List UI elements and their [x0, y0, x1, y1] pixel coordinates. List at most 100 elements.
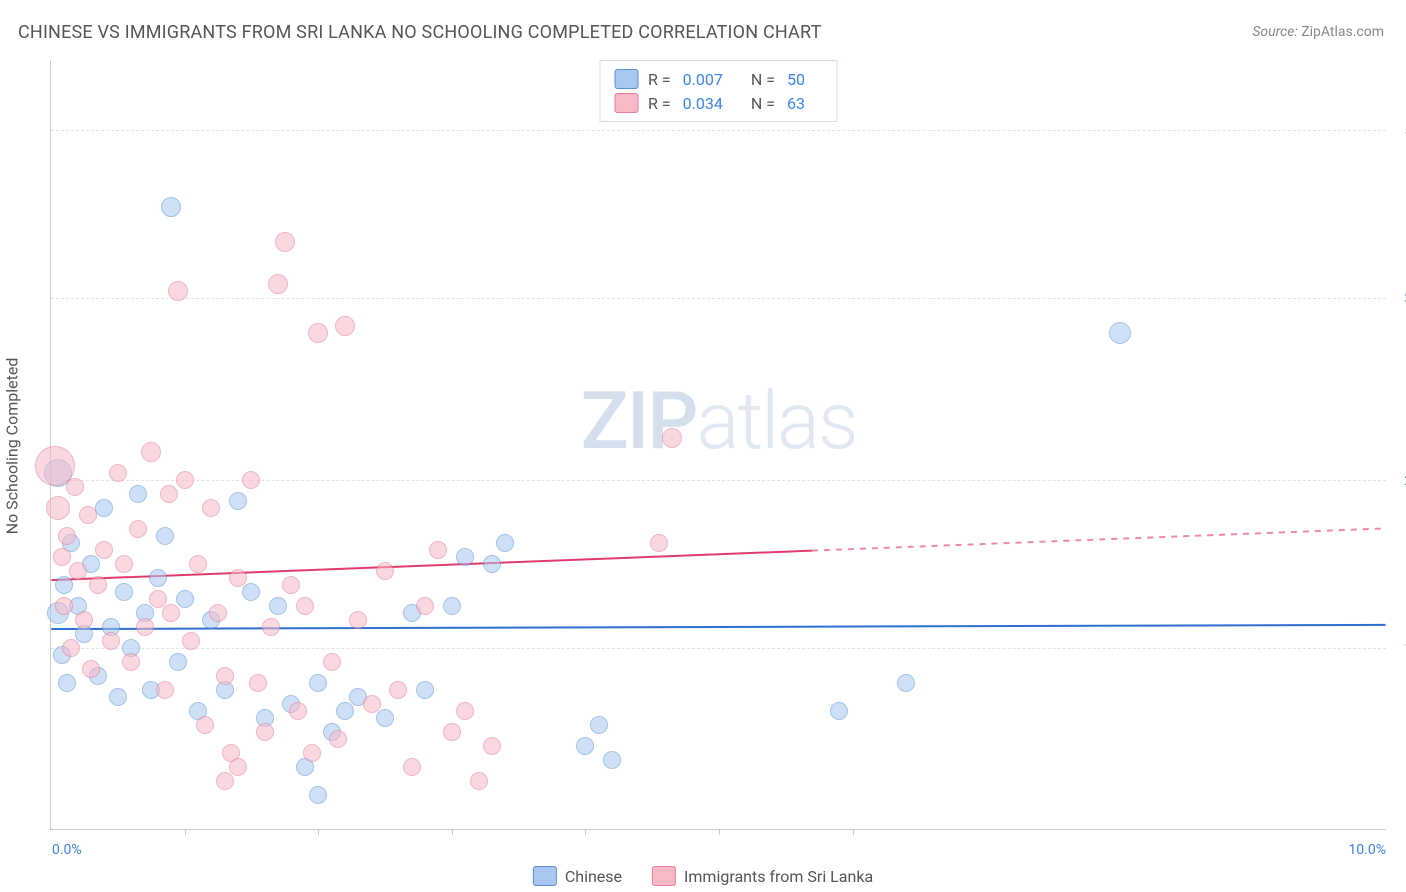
scatter-point	[149, 590, 167, 608]
scatter-point	[349, 611, 367, 629]
scatter-point	[470, 772, 488, 790]
scatter-point	[496, 534, 514, 552]
legend-label: Immigrants from Sri Lanka	[684, 867, 873, 886]
scatter-point	[309, 674, 327, 692]
scatter-point	[282, 576, 300, 594]
scatter-point	[376, 709, 394, 727]
scatter-point	[443, 597, 461, 615]
scatter-point	[309, 786, 327, 804]
scatter-point	[115, 583, 133, 601]
scatter-point	[169, 653, 187, 671]
source-prefix: Source:	[1252, 24, 1301, 40]
legend-label: Chinese	[565, 867, 622, 886]
scatter-point	[229, 492, 247, 510]
scatter-point	[416, 681, 434, 699]
stats-legend-row: R =0.034N =63	[614, 91, 823, 115]
scatter-point	[335, 316, 355, 336]
scatter-point	[162, 604, 180, 622]
scatter-point	[55, 597, 73, 615]
scatter-point	[149, 569, 167, 587]
legend-item: Immigrants from Sri Lanka	[652, 866, 873, 886]
series-legend: Chinese Immigrants from Sri Lanka	[533, 866, 873, 886]
stat-value: 0.007	[683, 70, 723, 89]
scatter-point	[603, 751, 621, 769]
y-gridline: 1.3%	[51, 648, 1386, 649]
scatter-point	[161, 197, 181, 217]
stat-label: N =	[751, 94, 775, 113]
source-attribution: Source: ZipAtlas.com	[1252, 24, 1384, 40]
scatter-point	[46, 496, 70, 520]
scatter-point	[289, 702, 307, 720]
scatter-point	[62, 639, 80, 657]
scatter-point	[156, 527, 174, 545]
scatter-point	[403, 758, 421, 776]
scatter-point	[323, 653, 341, 671]
scatter-point	[129, 485, 147, 503]
scatter-point	[82, 660, 100, 678]
scatter-point	[329, 730, 347, 748]
watermark-zip: ZIP	[581, 374, 697, 468]
scatter-point	[268, 274, 288, 294]
x-tick	[585, 829, 586, 835]
x-tick	[853, 829, 854, 835]
y-gridline: 3.8%	[51, 298, 1386, 299]
scatter-point	[590, 716, 608, 734]
stat-value: 63	[787, 94, 805, 113]
trend-lines-layer	[51, 60, 1386, 829]
y-axis-title: No Schooling Completed	[3, 358, 22, 535]
scatter-plot-area: ZIPatlas R =0.007N =50R =0.034N =63 1.3%…	[50, 60, 1386, 830]
stat-label: R =	[648, 94, 671, 113]
scatter-point	[209, 604, 227, 622]
scatter-point	[363, 695, 381, 713]
scatter-point	[122, 653, 140, 671]
scatter-point	[897, 674, 915, 692]
scatter-point	[456, 702, 474, 720]
scatter-point	[141, 442, 161, 462]
watermark-atlas: atlas	[696, 374, 856, 468]
scatter-point	[229, 569, 247, 587]
scatter-point	[168, 281, 188, 301]
scatter-point	[216, 667, 234, 685]
stats-legend-row: R =0.007N =50	[614, 67, 823, 91]
scatter-point	[389, 681, 407, 699]
legend-swatch	[614, 93, 638, 113]
scatter-point	[109, 688, 127, 706]
watermark: ZIPatlas	[581, 374, 857, 468]
scatter-point	[308, 323, 328, 343]
scatter-point	[136, 618, 154, 636]
scatter-point	[1109, 322, 1131, 344]
scatter-point	[662, 428, 682, 448]
scatter-point	[256, 723, 274, 741]
trend-line-solid	[51, 625, 1385, 629]
stats-legend-box: R =0.007N =50R =0.034N =63	[599, 60, 838, 122]
scatter-point	[483, 737, 501, 755]
scatter-point	[216, 772, 234, 790]
scatter-point	[58, 674, 76, 692]
scatter-point	[75, 611, 93, 629]
scatter-point	[483, 555, 501, 573]
scatter-point	[443, 723, 461, 741]
scatter-point	[296, 597, 314, 615]
scatter-point	[176, 471, 194, 489]
scatter-point	[109, 464, 127, 482]
scatter-point	[95, 541, 113, 559]
legend-swatch	[652, 866, 676, 886]
trend-line-dashed	[812, 528, 1386, 550]
x-axis-end-label: 10.0%	[1348, 842, 1386, 858]
scatter-point	[650, 534, 668, 552]
scatter-point	[55, 576, 73, 594]
scatter-point	[262, 618, 280, 636]
scatter-point	[102, 632, 120, 650]
scatter-point	[79, 506, 97, 524]
scatter-point	[69, 562, 87, 580]
scatter-point	[249, 674, 267, 692]
scatter-point	[429, 541, 447, 559]
scatter-point	[303, 744, 321, 762]
legend-swatch	[614, 69, 638, 89]
source-name: ZipAtlas.com	[1301, 24, 1384, 40]
scatter-point	[576, 737, 594, 755]
y-gridline: 5.0%	[51, 130, 1386, 131]
chart-title: CHINESE VS IMMIGRANTS FROM SRI LANKA NO …	[18, 22, 822, 43]
legend-item: Chinese	[533, 866, 622, 886]
scatter-point	[269, 597, 287, 615]
